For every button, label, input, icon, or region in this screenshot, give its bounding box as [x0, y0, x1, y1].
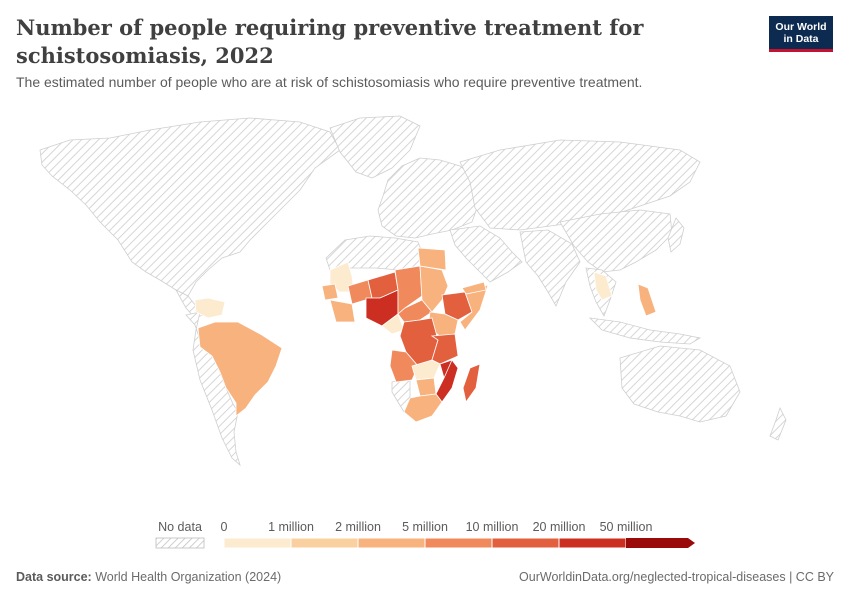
legend-tick-2: 2 million [335, 520, 381, 534]
region-greenland[interactable] [329, 115, 421, 179]
legend-tick-4: 10 million [466, 520, 519, 534]
region-brazil[interactable] [197, 321, 283, 417]
region-egypt[interactable] [417, 247, 447, 271]
region-angola[interactable] [389, 349, 419, 383]
data-source: Data source: World Health Organization (… [16, 570, 281, 584]
region-north-america[interactable] [39, 117, 341, 297]
legend-bin-5 [491, 537, 560, 549]
legend-tick-labels: 0 1 million 2 million 5 million 10 milli… [221, 520, 653, 534]
legend: No data 0 1 million 2 million 5 million … [155, 520, 695, 549]
legend-bin-2 [290, 537, 359, 549]
legend-no-data-swatch [155, 537, 205, 549]
logo-line-1: Our World [775, 21, 827, 33]
region-venezuela[interactable] [194, 297, 226, 319]
region-australia[interactable] [619, 345, 741, 423]
footer-link[interactable]: OurWorldinData.org/neglected-tropical-di… [519, 570, 834, 584]
legend-bin-1 [223, 537, 292, 549]
region-ethiopia[interactable] [441, 291, 473, 321]
owid-logo[interactable]: Our World in Data [769, 16, 833, 52]
region-east-asia[interactable] [559, 209, 673, 273]
legend-tick-0: 0 [221, 520, 228, 534]
region-yemen[interactable] [461, 281, 487, 295]
data-source-label: Data source: [16, 570, 92, 584]
region-senegal[interactable] [321, 283, 339, 301]
data-source-value[interactable]: World Health Organization (2024) [95, 570, 282, 584]
region-middle-east[interactable] [449, 225, 523, 283]
legend-tick-6: 50 million [600, 520, 653, 534]
legend-bin-3 [357, 537, 426, 549]
region-south-asia[interactable] [519, 229, 581, 307]
region-tanzania[interactable] [430, 333, 459, 365]
region-madagascar[interactable] [462, 363, 481, 403]
world-map[interactable] [0, 95, 850, 510]
no-data-regions [39, 115, 787, 467]
legend-bin-6 [558, 537, 627, 549]
chart-subtitle: The estimated number of people who are a… [16, 74, 643, 90]
region-sudan[interactable] [419, 265, 449, 313]
region-russia[interactable] [459, 139, 701, 231]
legend-no-data-label: No data [158, 520, 202, 534]
legend-bins [223, 537, 695, 549]
legend-tick-1: 1 million [268, 520, 314, 534]
region-ghana-ivory-coast[interactable] [329, 299, 356, 323]
logo-line-2: in Data [783, 33, 819, 45]
region-south-africa[interactable] [403, 393, 443, 423]
region-zimbabwe[interactable] [415, 377, 437, 397]
data-regions [194, 247, 657, 423]
region-philippines[interactable] [637, 283, 657, 317]
legend-bin-7-arrow [626, 538, 695, 548]
region-zambia[interactable] [411, 359, 441, 381]
legend-tick-5: 20 million [533, 520, 586, 534]
legend-bin-4 [424, 537, 493, 549]
region-new-zealand[interactable] [769, 406, 787, 441]
region-japan[interactable] [667, 217, 685, 253]
legend-tick-3: 5 million [402, 520, 448, 534]
region-europe[interactable] [377, 157, 479, 239]
region-indonesia[interactable] [588, 317, 702, 345]
chart-title: Number of people requiring preventive tr… [16, 15, 644, 68]
region-laos-cambodia[interactable] [593, 271, 613, 301]
region-somalia[interactable] [459, 284, 489, 331]
